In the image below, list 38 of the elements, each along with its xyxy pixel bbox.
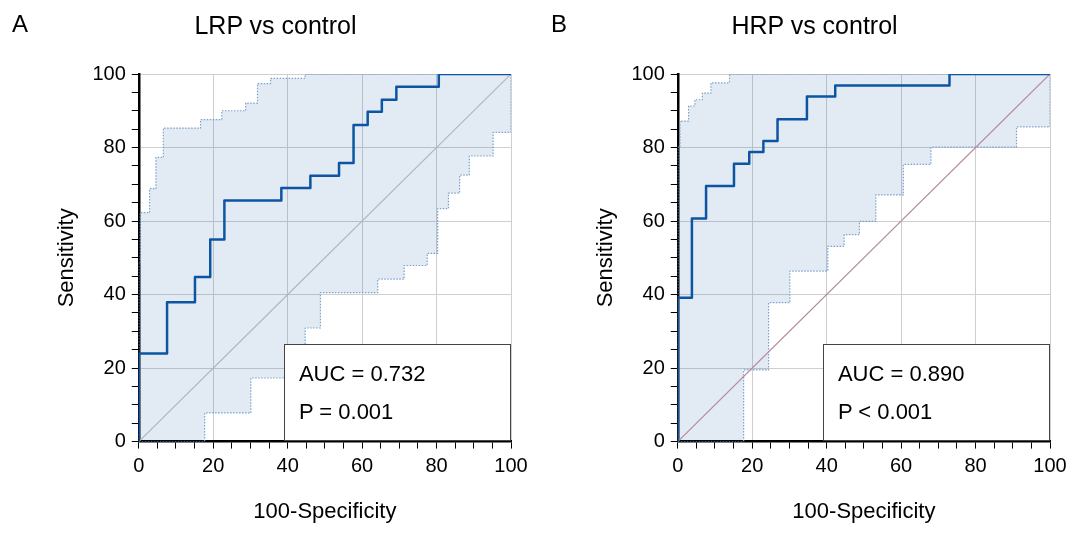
y-tick-label: 60 <box>642 208 665 231</box>
x-axis-title: 100-Specificity <box>792 497 936 523</box>
y-tick-label: 80 <box>642 135 665 158</box>
y-tick-label: 0 <box>653 429 665 452</box>
y-tick-label: 100 <box>631 61 665 84</box>
y-axis-title: Sensitivity <box>592 208 618 308</box>
x-tick-label: 80 <box>964 454 987 477</box>
annotation: P = 0.001 <box>298 397 395 426</box>
annotation: P < 0.001 <box>837 397 934 426</box>
x-tick-label: 100 <box>1033 454 1067 477</box>
text-box: AUC = 0.732 P = 0.001 <box>283 343 511 441</box>
text: A <box>12 10 29 38</box>
x-tick-label: 40 <box>276 454 299 477</box>
x-tick-label: 20 <box>202 454 225 477</box>
text: B <box>551 10 568 38</box>
y-tick-label: 20 <box>103 355 126 378</box>
y-tick-label: 0 <box>114 429 126 452</box>
x-tick-label: 0 <box>672 454 684 477</box>
y-tick-label: 100 <box>92 61 126 84</box>
annotation: AUC = 0.732 <box>298 359 427 388</box>
y-tick-label: 40 <box>642 282 665 305</box>
y-tick-label: 60 <box>103 208 126 231</box>
text-box: AUC = 0.890 P < 0.001 <box>822 343 1050 441</box>
x-tick-label: 60 <box>350 454 374 477</box>
y-tick-label: 40 <box>103 282 126 305</box>
y-tick-label: 20 <box>642 355 665 378</box>
x-tick-label: 0 <box>133 454 145 477</box>
y-axis-title: Sensitivity <box>53 208 79 308</box>
annotation: AUC = 0.890 <box>837 359 966 388</box>
chart-title: HRP vs control <box>731 10 898 39</box>
x-tick-label: 20 <box>741 454 764 477</box>
x-tick-label: 80 <box>425 454 448 477</box>
x-tick-label: 100 <box>494 454 528 477</box>
x-tick-label: 40 <box>815 454 838 477</box>
chart-title: LRP vs control <box>194 10 357 39</box>
x-tick-label: 60 <box>889 454 913 477</box>
x-axis-title: 100-Specificity <box>253 497 397 523</box>
y-tick-label: 80 <box>103 135 126 158</box>
